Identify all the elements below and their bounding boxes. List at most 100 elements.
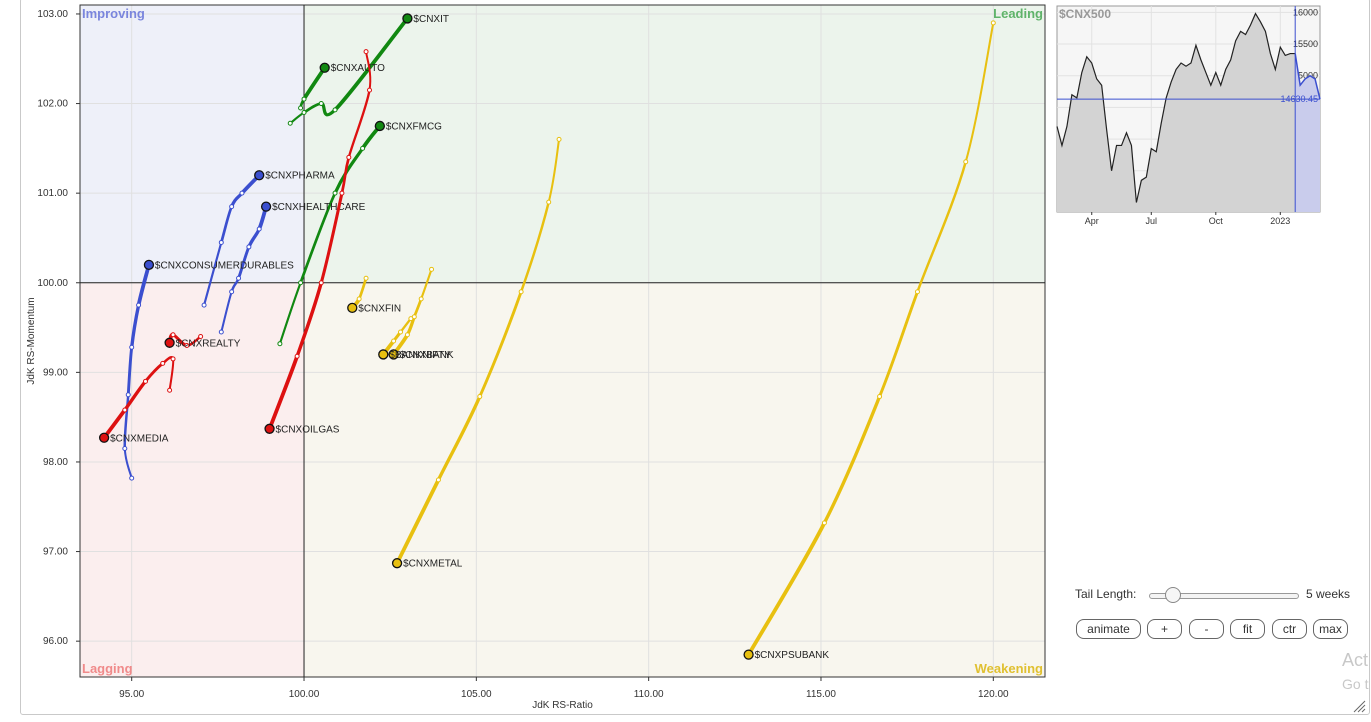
series-tail-point xyxy=(301,110,307,116)
series-tail-point xyxy=(160,360,166,366)
x-axis-label: JdK RS-Ratio xyxy=(532,700,593,711)
series-tail-segment xyxy=(123,379,148,412)
series-label-cnxbank: $CNXBANK xyxy=(400,350,454,361)
series-label-cnxhealthcare: $CNXHEALTHCARE xyxy=(272,202,365,213)
y-tick-label: 98.00 xyxy=(43,457,68,468)
series-tail-segment xyxy=(299,191,337,285)
quadrant-label-leading: Leading xyxy=(993,6,1043,21)
quadrant-label-improving: Improving xyxy=(82,6,145,21)
center-button[interactable]: ctr xyxy=(1272,619,1307,639)
mini-area-fill xyxy=(1057,13,1296,212)
series-head-marker xyxy=(254,170,265,181)
series-tail-point xyxy=(294,353,300,359)
series-tail-point xyxy=(170,332,176,338)
series-tail-point xyxy=(298,280,304,286)
series-head-marker xyxy=(374,120,385,132)
series-cnxfmcg: $CNXFMCG xyxy=(277,120,442,347)
series-tail-segment xyxy=(746,520,827,657)
series-tail-point xyxy=(518,289,524,295)
series-tail-segment xyxy=(130,303,141,349)
series-tail-point xyxy=(167,387,173,393)
series-tail-point xyxy=(122,407,128,413)
series-tail-point xyxy=(129,475,135,481)
x-tick-label: 110.00 xyxy=(634,689,664,700)
mini-y-tick-label: 16000 xyxy=(1293,7,1318,17)
series-label-cnxpsubank: $CNXPSUBANK xyxy=(755,650,830,661)
x-tick-label: 120.00 xyxy=(978,689,1009,700)
series-cnxhealthcare: $CNXHEALTHCARE xyxy=(218,201,366,335)
series-label-cnxmedia: $CNXMEDIA xyxy=(110,433,169,444)
series-cnxoilgas: $CNXOILGAS xyxy=(264,49,372,435)
y-tick-label: 99.00 xyxy=(43,367,68,378)
mini-history-line xyxy=(1056,12,1296,203)
series-label-cnxfmcg: $CNXFMCG xyxy=(386,121,442,132)
series-cnxpsubank: $CNXPSUBANK xyxy=(743,20,996,661)
series-tail-point xyxy=(429,266,435,272)
series-label-cnxit: $CNXIT xyxy=(413,14,449,25)
series-cnxfin: $CNXFIN xyxy=(347,275,401,314)
series-tail-point xyxy=(136,302,142,308)
series-cnxmedia: $CNXMEDIA xyxy=(98,355,176,444)
series-tail-point xyxy=(287,120,293,126)
series-label-cnxmetal: $CNXMETAL xyxy=(403,559,463,570)
mini-x-tick-label: Apr xyxy=(1085,216,1099,226)
series-tail-segment xyxy=(333,146,365,195)
x-tick-label: 115.00 xyxy=(806,689,836,700)
series-tail-point xyxy=(556,136,562,142)
series-tail-point xyxy=(821,520,827,526)
animate-button[interactable]: animate xyxy=(1076,619,1141,639)
series-tail-point xyxy=(363,275,369,281)
series-cnxrealty: $CNXREALTY xyxy=(164,332,241,349)
resize-handle-icon[interactable] xyxy=(1352,699,1366,713)
series-tail-point xyxy=(184,342,190,348)
series-tail-point xyxy=(877,394,883,400)
series-tail-point xyxy=(477,394,483,400)
series-head-marker xyxy=(260,201,272,212)
series-tail-point xyxy=(142,378,148,384)
series-tail-point xyxy=(360,145,366,151)
fit-button[interactable]: fit xyxy=(1230,619,1265,639)
series-tail-point xyxy=(418,296,424,302)
tail-length-slider[interactable] xyxy=(1149,587,1299,603)
series-cnxconsumerdurables: $CNXCONSUMERDURABLES xyxy=(122,259,294,481)
series-tail-segment xyxy=(295,281,323,358)
mini-recent-line xyxy=(1294,53,1321,100)
series-tail-point xyxy=(218,239,224,245)
series-label-cnxoilgas: $CNXOILGAS xyxy=(276,424,340,435)
series-tail-point xyxy=(339,190,345,196)
series-tail-point xyxy=(963,159,969,165)
tail-length-slider-thumb[interactable] xyxy=(1165,587,1182,603)
quadrant-improving xyxy=(80,5,305,283)
series-tail-point xyxy=(367,87,372,93)
max-button[interactable]: max xyxy=(1313,619,1348,639)
series-tail-point xyxy=(298,105,304,111)
series-cnxit: $CNXIT xyxy=(287,13,449,126)
series-tail-point xyxy=(246,244,252,250)
y-tick-label: 97.00 xyxy=(43,547,68,558)
series-tail-segment xyxy=(916,160,967,293)
series-head-marker xyxy=(388,349,399,360)
series-head-marker xyxy=(391,558,403,569)
x-tick-label: 95.00 xyxy=(119,689,144,700)
cnx500-mini-chart: 13000135001400014500150001550016000AprJu… xyxy=(1056,5,1321,226)
y-tick-label: 103.00 xyxy=(37,9,68,20)
series-label-cnxfin: $CNXFIN xyxy=(358,303,401,314)
series-tail-point xyxy=(391,338,397,344)
tail-length-value: 5 weeks xyxy=(1306,587,1351,601)
series-tail-point xyxy=(129,344,135,350)
series-cnxpharma: $CNXPHARMA xyxy=(201,170,335,308)
mini-x-tick-label: Oct xyxy=(1209,216,1224,226)
mini-y-tick-label: 15000 xyxy=(1293,71,1318,81)
series-tail-segment xyxy=(822,394,882,525)
zoom-in-button[interactable]: + xyxy=(1147,619,1182,639)
series-head-marker xyxy=(378,349,389,360)
plot-frame xyxy=(79,4,1046,678)
series-tail-segment xyxy=(964,21,995,163)
series-tail-point xyxy=(318,101,324,107)
zoom-out-button[interactable]: - xyxy=(1189,619,1224,639)
mini-recent-area-fill xyxy=(1295,53,1320,213)
series-tail-segment xyxy=(123,393,130,450)
mini-x-tick-label: Jul xyxy=(1146,216,1158,226)
series-tail-segment xyxy=(319,191,344,285)
series-banknifty: $BANKNIFTY xyxy=(378,316,451,361)
